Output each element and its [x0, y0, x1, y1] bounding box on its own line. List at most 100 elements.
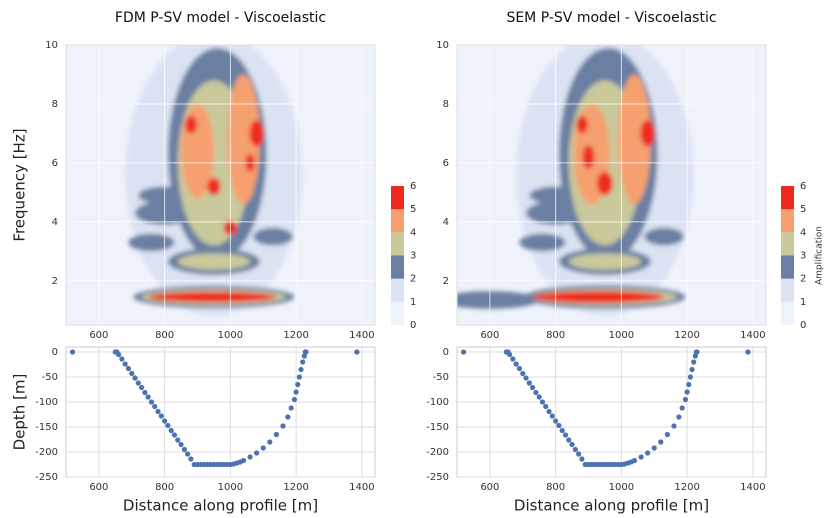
- x-tick-label: 1200: [283, 330, 308, 341]
- receiver-point: [129, 370, 135, 377]
- y-tick-label: -200: [426, 447, 449, 458]
- colorbar-tick-label: 6: [410, 181, 416, 192]
- receiver-point: [291, 396, 298, 403]
- colorbar-tick-label: 6: [800, 181, 806, 192]
- amplification-blob: [253, 227, 293, 246]
- colorbar-tick-label: 3: [800, 251, 806, 262]
- colorbar-tick-label: 5: [410, 204, 416, 215]
- receiver-point: [175, 437, 181, 443]
- x-tick-label: 1200: [283, 482, 308, 493]
- x-tick-label: 600: [480, 330, 499, 341]
- chart-title: SEM P-SV model - Viscoelastic: [506, 10, 716, 26]
- receiver-point: [148, 399, 155, 405]
- receiver-point: [171, 432, 178, 438]
- colorbar-label: Amplification: [815, 226, 825, 285]
- y-axis-label: Frequency [Hz]: [11, 128, 29, 241]
- receiver-point: [510, 356, 516, 362]
- receiver-point: [178, 441, 184, 448]
- y-tick-label: -50: [433, 372, 449, 383]
- receiver-point: [301, 353, 307, 359]
- receiver-point: [295, 381, 301, 388]
- x-tick-label: 1200: [674, 330, 699, 341]
- y-tick-label: 6: [443, 158, 449, 169]
- receiver-point: [188, 456, 194, 462]
- receiver-point: [687, 374, 693, 380]
- x-axis-label: Distance along profile [m]: [514, 497, 709, 515]
- receiver-point: [132, 375, 138, 381]
- amplification-blob: [177, 253, 251, 270]
- receiver-point: [280, 423, 286, 429]
- y-tick-label: 4: [52, 217, 58, 228]
- colorbar-tick-label: 4: [410, 227, 416, 238]
- amplification-blob: [597, 171, 613, 196]
- y-tick-label: -100: [426, 397, 449, 408]
- scatter-panel: 600 800 1000 1200 1400 0 -50 -100 -150 -200 -250 Di…: [11, 346, 376, 515]
- receiver-point: [689, 366, 695, 373]
- receiver-point: [553, 418, 559, 424]
- receiver-point: [682, 396, 689, 403]
- colorbar-segment: [781, 209, 794, 233]
- receiver-point: [168, 427, 174, 434]
- receiver-point: [572, 446, 578, 453]
- receiver-point: [125, 365, 132, 372]
- x-tick-label: 600: [89, 482, 108, 493]
- chart-title: FDM P-SV model - Viscoelastic: [115, 10, 326, 26]
- receiver-point: [303, 349, 309, 355]
- receiver-point: [536, 394, 542, 400]
- y-tick-label: 2: [443, 276, 449, 287]
- amplification-blob: [457, 291, 540, 309]
- receiver-point: [556, 422, 562, 429]
- y-tick-label: 10: [45, 40, 58, 51]
- receiver-point: [158, 413, 164, 419]
- colorbar-tick-label: 1: [800, 297, 806, 308]
- scatter-panel: 600 800 1000 1200 1400 0 -50 -100 -150 -200 -250 Di…: [426, 346, 767, 515]
- x-tick-label: 1400: [740, 330, 765, 341]
- colorbar-segment: [391, 232, 404, 256]
- receiver-point: [119, 356, 125, 362]
- receiver-point: [543, 403, 549, 410]
- y-tick-label: 4: [443, 217, 449, 228]
- x-tick-label: 1400: [349, 482, 374, 493]
- receiver-point: [254, 450, 260, 456]
- colorbar-segment: [391, 255, 404, 279]
- receiver-point: [145, 394, 151, 400]
- receiver-point: [185, 451, 191, 457]
- receiver-point: [566, 437, 572, 443]
- receiver-point: [686, 381, 692, 388]
- receiver-point: [152, 403, 158, 410]
- amplification-blob: [184, 115, 197, 134]
- receiver-point: [139, 384, 145, 391]
- y-axis-label: Depth [m]: [11, 374, 29, 451]
- y-tick-label: 0: [52, 347, 58, 358]
- amplification-blob: [582, 145, 595, 169]
- receiver-point: [115, 351, 122, 358]
- receiver-point: [671, 423, 677, 429]
- y-tick-label: 2: [52, 276, 58, 287]
- receiver-point: [513, 361, 519, 367]
- receiver-point: [745, 349, 751, 355]
- receiver-point: [142, 389, 148, 396]
- amplification-blob: [618, 74, 651, 205]
- colorbar-tick-label: 0: [410, 320, 416, 331]
- x-tick-label: 1000: [609, 330, 634, 341]
- amplification-blob: [227, 74, 260, 205]
- receiver-point: [155, 408, 161, 415]
- receiver-point: [533, 389, 539, 396]
- y-tick-label: -250: [35, 472, 58, 483]
- receiver-point: [549, 413, 555, 419]
- receiver-point: [523, 375, 529, 381]
- colorbar-tick-label: 5: [800, 204, 806, 215]
- y-tick-label: 8: [443, 99, 449, 110]
- x-tick-label: 1000: [218, 330, 243, 341]
- receiver-point: [162, 418, 168, 424]
- receiver-point: [684, 389, 690, 395]
- plot-background: [65, 346, 376, 478]
- receiver-point: [247, 454, 253, 460]
- receiver-point: [300, 359, 306, 365]
- receiver-point: [516, 365, 523, 372]
- x-tick-label: 1000: [609, 482, 634, 493]
- receiver-point: [579, 456, 585, 462]
- y-tick-label: 0: [443, 347, 449, 358]
- colorbar-segment: [391, 301, 404, 325]
- amplification-blob: [207, 177, 221, 196]
